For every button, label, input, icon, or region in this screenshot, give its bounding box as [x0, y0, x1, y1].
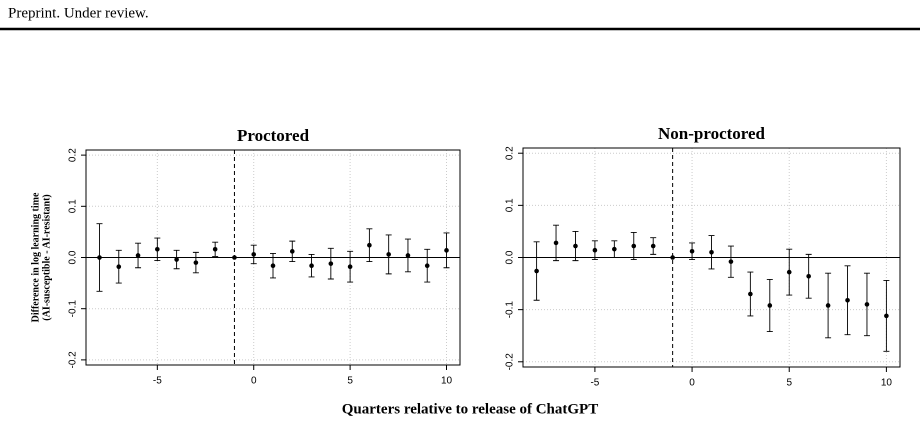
y-tick-label: 0.0 [505, 250, 516, 264]
point [709, 249, 714, 255]
point [270, 263, 276, 268]
point [748, 291, 753, 297]
point [386, 252, 391, 257]
point [612, 246, 617, 252]
x-tick-label: 10 [881, 378, 893, 389]
point [289, 249, 295, 254]
point [553, 240, 559, 246]
point [97, 255, 102, 260]
point [424, 263, 430, 268]
point [592, 247, 598, 253]
x-tick-label: 5 [786, 378, 792, 389]
point [806, 273, 811, 279]
chart-title: Proctored [237, 126, 310, 145]
point [650, 243, 656, 249]
point [155, 247, 160, 252]
point [689, 248, 695, 254]
chart-title: Non-proctored [658, 124, 766, 143]
point [347, 264, 353, 270]
point [573, 243, 578, 249]
point [212, 247, 218, 252]
y-tick-label: -0.2 [68, 351, 79, 369]
y-tick-label: 0.2 [505, 146, 516, 160]
point [232, 255, 237, 260]
x-tick-label: 5 [347, 376, 353, 387]
point [174, 257, 179, 262]
x-tick-label: 0 [251, 376, 257, 387]
x-tick-label: 10 [441, 376, 453, 387]
x-tick-label: 0 [689, 378, 695, 389]
point [135, 253, 141, 258]
point [328, 261, 334, 266]
point [193, 260, 199, 265]
point [405, 253, 411, 258]
point [251, 252, 257, 257]
y-tick-label: 0.1 [68, 199, 79, 213]
point [786, 269, 792, 275]
y-tick-label: 0.2 [68, 148, 79, 162]
point [670, 255, 675, 260]
point [116, 264, 122, 270]
point [444, 248, 449, 253]
point [884, 313, 889, 319]
y-tick-label: -0.2 [505, 353, 516, 371]
y-tick-label: 0.0 [68, 250, 79, 264]
point [864, 302, 870, 307]
y-tick-label: -0.1 [68, 300, 79, 318]
point [728, 259, 734, 264]
y-axis-label: (AI-susceptible - AI-resistant) [41, 194, 52, 320]
x-tick-label: -5 [590, 378, 599, 389]
y-tick-label: 0.1 [505, 198, 516, 212]
point [845, 297, 850, 303]
x-axis-label: Quarters relative to release of ChatGPT [342, 401, 598, 417]
y-axis-label: Difference in log learning time [30, 192, 41, 322]
point [825, 303, 831, 308]
point [309, 263, 314, 268]
point [534, 268, 539, 274]
point [367, 242, 372, 248]
x-tick-label: -5 [153, 376, 162, 387]
y-tick-label: -0.1 [505, 301, 516, 319]
header: Preprint. Under review. [8, 5, 149, 21]
point [631, 243, 637, 249]
point [767, 303, 773, 308]
